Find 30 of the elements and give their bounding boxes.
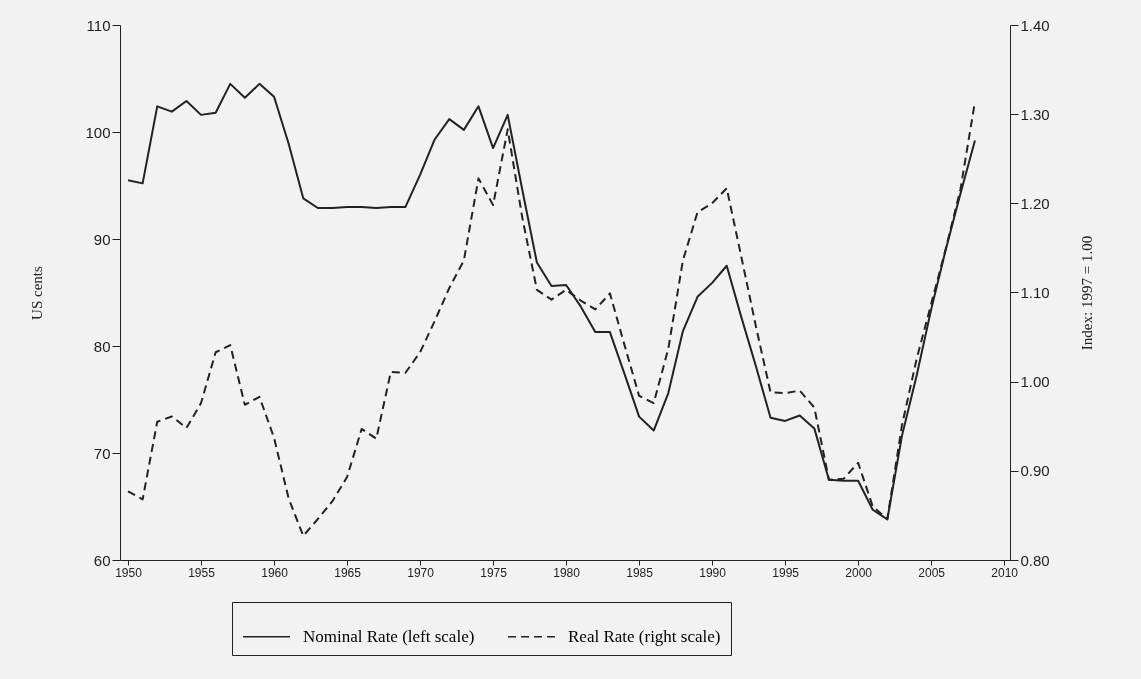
- x-tick-label: 1960: [261, 565, 289, 580]
- x-tick-label: 1995: [772, 565, 800, 580]
- legend-label: Real Rate (right scale): [568, 626, 721, 646]
- y-axis-title: US cents: [29, 265, 46, 320]
- y2-tick-label: 1.10: [1020, 284, 1050, 301]
- y-tick-label: 60: [93, 551, 111, 569]
- x-tick-label: 2000: [845, 565, 873, 580]
- y2-axis-title: Index: 1997 = 1.00: [1078, 235, 1095, 351]
- y2-tick-label: 0.90: [1020, 462, 1050, 480]
- x-tick-label: 1985: [626, 565, 654, 580]
- x-tick-label: 1965: [334, 565, 362, 580]
- y-tick-label: 90: [93, 230, 111, 248]
- x-tick-label: 1970: [407, 565, 435, 580]
- y2-tick-label: 1.00: [1020, 373, 1050, 391]
- y-tick-label: 70: [93, 444, 111, 462]
- y2-tick-label: 1.30: [1020, 105, 1050, 123]
- x-tick-label: 1955: [188, 565, 216, 580]
- y2-tick-label: 1.40: [1020, 16, 1050, 34]
- legend-label: Nominal Rate (left scale): [303, 626, 475, 646]
- y2-tick-label: 0.80: [1020, 551, 1050, 569]
- x-tick-label: 2010: [991, 565, 1019, 580]
- x-tick-label: 1990: [699, 565, 727, 580]
- x-tick-label: 1980: [553, 565, 581, 580]
- x-tick-label: 2005: [918, 565, 946, 580]
- x-tick-label: 1950: [115, 565, 143, 580]
- x-tick-label: 1975: [480, 565, 508, 580]
- y-tick-label: 80: [93, 337, 111, 355]
- y-tick-label: 100: [85, 123, 111, 141]
- y2-tick-label: 1.20: [1020, 194, 1050, 212]
- y-tick-label: 110: [86, 16, 111, 34]
